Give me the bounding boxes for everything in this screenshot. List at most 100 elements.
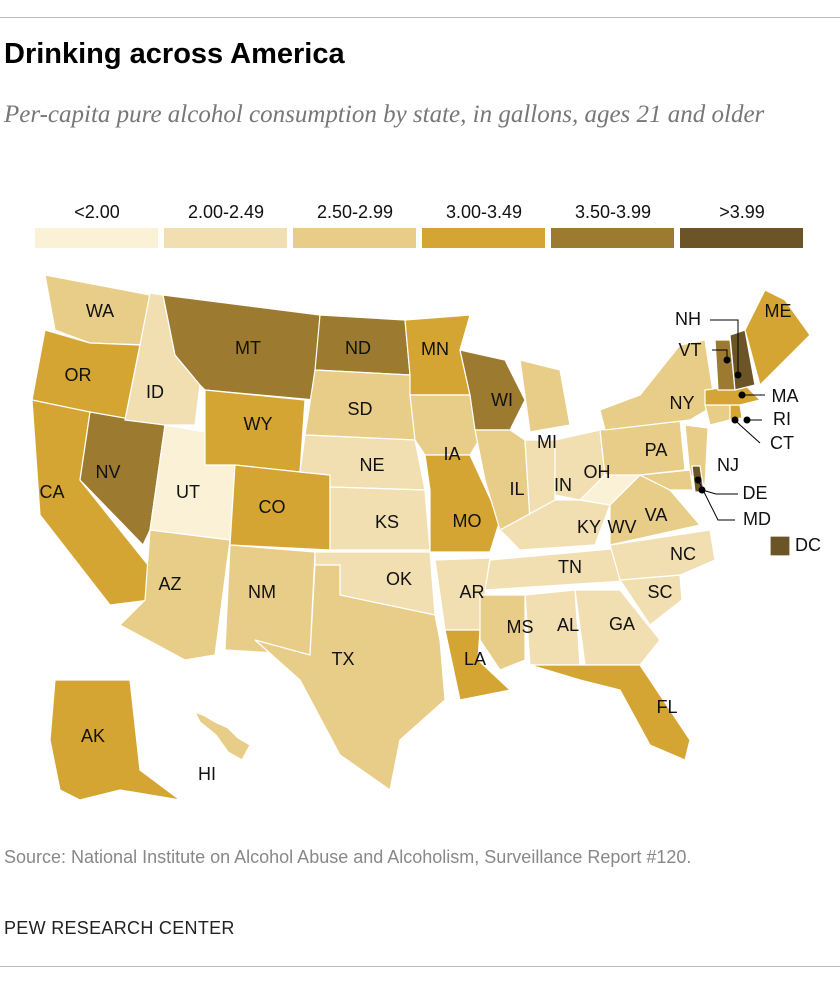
state-label: OR (65, 365, 92, 385)
legend-swatch (164, 228, 287, 248)
state-shape (254, 564, 446, 792)
state-label: KY (577, 517, 601, 537)
state-label: VT (678, 340, 701, 360)
title: Drinking across America (4, 38, 345, 70)
leader-line (701, 489, 738, 495)
map: <2.00 2.00-2.49 2.50-2.99 3.00-3.49 3.50-3.9… (31, 202, 821, 801)
state-label: NV (95, 462, 120, 482)
state-shape (609, 529, 716, 581)
state-label: AK (81, 726, 105, 746)
state-label: TN (558, 557, 582, 577)
state-shape (519, 359, 571, 433)
state-shape (769, 535, 791, 557)
state-shape (574, 589, 661, 666)
state-shape (599, 339, 716, 431)
state-label: RI (773, 409, 791, 429)
state-label: TX (331, 649, 354, 669)
leader-dot (734, 371, 742, 379)
state-shape (444, 629, 512, 701)
state-label: WY (244, 414, 273, 434)
state-label: NM (248, 582, 276, 602)
state-label: GA (609, 614, 635, 634)
state-label: ME (765, 301, 792, 321)
legend-label: 2.00-2.49 (188, 202, 264, 222)
state-label: PA (645, 440, 668, 460)
state-label: MD (743, 509, 771, 529)
state-label: UT (176, 482, 200, 502)
state-label: DE (742, 483, 767, 503)
state-label: IN (554, 475, 572, 495)
state-label: KS (375, 512, 399, 532)
state-label: SC (647, 582, 672, 602)
state-label: IA (443, 444, 460, 464)
state-shape (193, 710, 251, 761)
state-label: OH (584, 462, 611, 482)
legend: <2.00 2.00-2.49 2.50-2.99 3.00-3.49 3.50-3.9… (35, 202, 803, 248)
state-labels: WA OR CA NV ID UT AZ MT WY CO NM ND SD NE KS OK TX MN IA MO… (39, 301, 821, 784)
state-label: MA (772, 386, 799, 406)
state-shape (49, 679, 181, 801)
legend-swatch (680, 228, 803, 248)
state-label: IL (509, 479, 524, 499)
leader-line (710, 319, 739, 375)
state-shape (637, 469, 694, 491)
leader-dot (698, 486, 706, 494)
leader-dot (743, 416, 751, 424)
legend-label: 3.00-3.49 (446, 202, 522, 222)
legend-swatch (551, 228, 674, 248)
legend-label: >3.99 (719, 202, 765, 222)
state-label: AZ (158, 574, 181, 594)
state-shape (684, 424, 709, 487)
state-label: NY (669, 393, 694, 413)
state-label: MS (507, 617, 534, 637)
state-label: FL (656, 697, 677, 717)
state-label: NC (670, 544, 696, 564)
state-label: MI (537, 432, 557, 452)
state-label: ID (146, 382, 164, 402)
leader-dot (694, 476, 702, 484)
source: Source: National Institute on Alcohol Ab… (4, 847, 692, 867)
state-label: LA (464, 649, 486, 669)
legend-label: <2.00 (74, 202, 120, 222)
state-label: NJ (717, 455, 739, 475)
state-label: HI (198, 764, 216, 784)
state-label: CT (770, 433, 794, 453)
state-shape (479, 594, 526, 671)
state-shape (424, 454, 501, 553)
state-label: MT (235, 338, 261, 358)
state-label: WI (491, 390, 513, 410)
state-label: CO (259, 497, 286, 517)
leader-dot (738, 391, 746, 399)
state-label: DC (795, 535, 821, 555)
bottom-rule (0, 966, 840, 967)
state-label: CA (39, 482, 64, 502)
state-label: SD (347, 399, 372, 419)
state-label: AR (459, 582, 484, 602)
state-label: NH (675, 309, 701, 329)
legend-swatch (293, 228, 416, 248)
leader-lines (694, 319, 765, 521)
legend-label: 2.50-2.99 (317, 202, 393, 222)
state-label: WV (608, 517, 637, 537)
legend-swatch (422, 228, 545, 248)
leader-dot (723, 356, 731, 364)
state-label: MN (421, 339, 449, 359)
state-label: VA (645, 505, 668, 525)
state-label: OK (386, 569, 412, 589)
footer: PEW RESEARCH CENTER (4, 918, 235, 938)
state-label: ND (345, 338, 371, 358)
states (31, 274, 811, 801)
state-label: AL (557, 615, 579, 635)
top-rule (0, 17, 840, 18)
state-shape (704, 404, 731, 426)
leader-dot (731, 416, 739, 424)
leader-line (697, 479, 735, 521)
subtitle: Per-capita pure alcohol consumption by s… (4, 101, 765, 128)
state-shape (529, 664, 691, 761)
state-label: MO (453, 511, 482, 531)
legend-swatch (35, 228, 158, 248)
state-shape (744, 289, 811, 387)
legend-label: 3.50-3.99 (575, 202, 651, 222)
state-label: NE (359, 455, 384, 475)
